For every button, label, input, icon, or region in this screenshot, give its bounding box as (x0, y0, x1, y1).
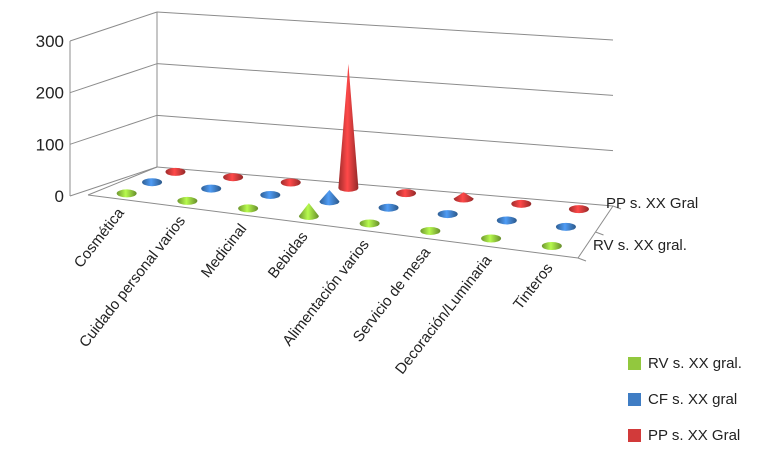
y-tick-label-2: 200 (36, 84, 64, 103)
gridline-0 (156, 166, 614, 207)
side-gridline-3 (69, 11, 158, 42)
floor-front-edge (87, 194, 579, 259)
cone-2-1 (223, 173, 244, 182)
legend-swatch (628, 393, 641, 406)
gridline-1 (156, 114, 614, 152)
floor-left-edge (87, 166, 158, 196)
cone-base (260, 190, 281, 199)
cone-1-6 (496, 216, 517, 225)
cone-base (378, 203, 399, 212)
category-label-0: Cosmética (71, 204, 128, 271)
cone-base (568, 205, 589, 214)
cone-body (319, 189, 340, 206)
cone-1-4 (378, 203, 399, 212)
depth-tick-front (577, 257, 587, 262)
cone-base (280, 178, 301, 187)
cone-base (238, 204, 259, 213)
cone-body (298, 203, 319, 220)
cone-base (420, 226, 441, 235)
depth-tick-mid (595, 231, 604, 236)
cone-1-5 (437, 210, 458, 219)
cone-1-7 (555, 222, 576, 231)
legend-item-2: PP s. XX Gral (628, 427, 740, 444)
depth-label-1: RV s. XX gral. (593, 237, 687, 254)
cone-base (541, 242, 562, 251)
legend-item-0: RV s. XX gral. (628, 355, 742, 372)
cone-base (116, 189, 137, 198)
cone-2-0 (165, 167, 186, 176)
cone-base (165, 167, 186, 176)
cone-0-2 (238, 204, 259, 213)
cone-base (223, 173, 244, 182)
cone-base (496, 216, 517, 225)
cone-base (396, 189, 417, 198)
side-gridline-2 (69, 63, 158, 94)
category-label-3: Bebidas (265, 229, 312, 282)
side-gridline-0 (69, 166, 158, 197)
cone-base (555, 222, 576, 231)
cone-base (511, 199, 532, 208)
cone-0-5 (420, 226, 441, 235)
cone-1-2 (260, 190, 281, 199)
legend-swatch (628, 429, 641, 442)
cone-base (437, 210, 458, 219)
cone-1-0 (142, 178, 163, 187)
legend-label: RV s. XX gral. (648, 355, 742, 372)
cone-0-6 (481, 234, 502, 243)
legend-label: CF s. XX gral (648, 391, 737, 408)
legend-label: PP s. XX Gral (648, 427, 740, 444)
cone-1-1 (201, 184, 222, 193)
depth-axis-labels: PP s. XX Gral RV s. XX gral. (593, 195, 698, 254)
cone-0-3 (298, 203, 319, 220)
depth-tick-back (612, 205, 622, 210)
legend-item-1: CF s. XX gral (628, 391, 737, 408)
y-tick-label-0: 0 (55, 187, 64, 206)
depth-label-0: PP s. XX Gral (606, 195, 698, 212)
cone-0-1 (177, 196, 198, 205)
cone-body (338, 63, 359, 192)
data-marks (116, 63, 589, 251)
gridline-2 (156, 63, 614, 96)
cone-base (359, 219, 380, 228)
y-tick-labels: 0 100 200 300 (36, 32, 64, 206)
y-tick-label-3: 300 (36, 32, 64, 51)
cone-2-3 (338, 63, 359, 192)
category-label-2: Medicinal (198, 221, 250, 281)
cone-2-4 (396, 189, 417, 198)
cone-base (201, 184, 222, 193)
y-tick-label-1: 100 (36, 135, 64, 154)
cone-base (481, 234, 502, 243)
cone-base (177, 196, 198, 205)
legend: RV s. XX gral. CF s. XX gral PP s. XX Gral (628, 355, 742, 444)
cone-2-2 (280, 178, 301, 187)
gridline-3 (156, 11, 614, 41)
legend-swatch (628, 357, 641, 370)
cone-2-5 (453, 192, 474, 203)
cone-0-7 (541, 242, 562, 251)
cone-2-6 (511, 199, 532, 208)
cone-base (142, 178, 163, 187)
axes (69, 41, 622, 262)
cone-0-4 (359, 219, 380, 228)
cone-body (453, 192, 474, 203)
side-gridline-1 (69, 114, 158, 145)
cone-1-3 (319, 189, 340, 206)
category-label-7: Tinteros (510, 260, 556, 313)
cone-2-7 (568, 205, 589, 214)
cone-0-0 (116, 189, 137, 198)
